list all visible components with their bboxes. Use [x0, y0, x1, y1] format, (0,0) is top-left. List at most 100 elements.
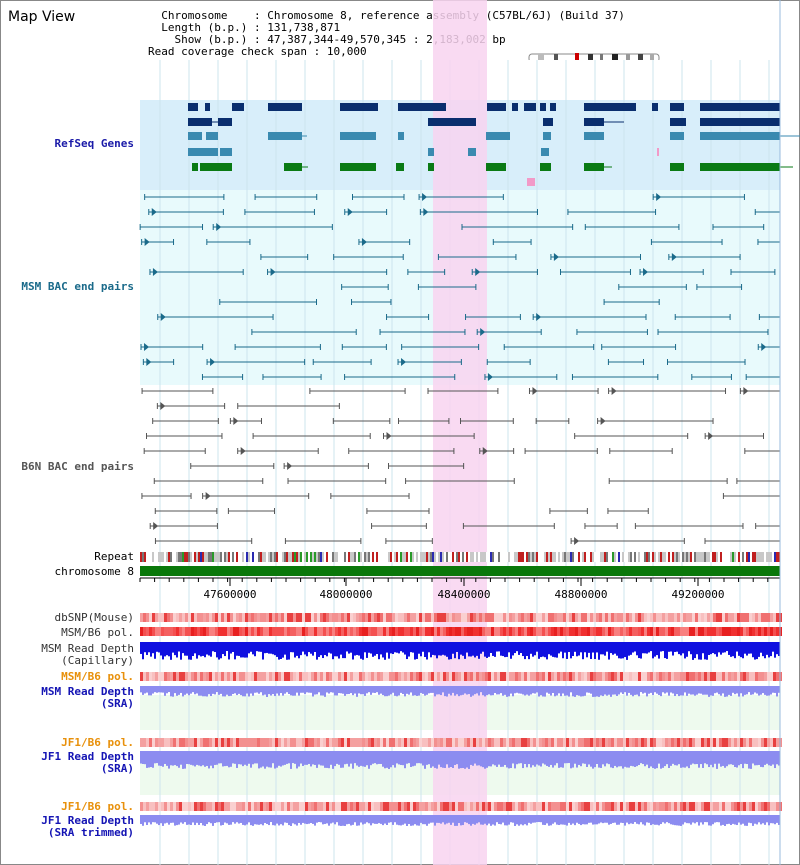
- jf1-pol-cell: [698, 738, 701, 747]
- jf1-trim-depth-bar: [624, 815, 626, 826]
- dbsnp-cell: [182, 613, 185, 622]
- jf1-sra-depth-bar: [568, 751, 570, 764]
- label-msm-b6-pol: MSM/B6 pol.: [61, 626, 134, 639]
- jf1-trim-depth-bar: [148, 815, 150, 823]
- jf1-trim-depth-bar: [492, 815, 494, 825]
- jf1-pol-cell: [443, 738, 446, 747]
- jf1-sra-depth-bar: [192, 751, 194, 766]
- jf1-pol-cell: [437, 738, 440, 747]
- jf1-trim-depth-bar: [184, 815, 186, 823]
- b6n-bac-pairs[interactable]: [141, 387, 781, 545]
- msm-cap-depth-bar: [436, 642, 438, 659]
- msm-cap-depth-bar: [208, 642, 210, 656]
- msm-sra-depth-bar: [464, 686, 466, 694]
- msm-sra-pol-cell: [332, 672, 335, 681]
- msm-sra-depth-bar: [616, 686, 618, 696]
- jf1-trim-depth-bar: [370, 815, 372, 826]
- msm-cap-depth-bar: [602, 642, 604, 655]
- repeat-block: [310, 552, 312, 562]
- msm-bac-pairs[interactable]: [139, 193, 781, 381]
- dbsnp-cell: [593, 613, 596, 622]
- msm-sra-depth-bar: [288, 686, 290, 694]
- jf1-trim-depth-bar: [156, 815, 158, 824]
- jf1-trim-pol-cell: [251, 802, 254, 811]
- msm-sra-depth-bar: [224, 686, 226, 697]
- jf1-trim-pol-cell: [602, 802, 605, 811]
- msm-sra-depth-bar: [486, 686, 488, 696]
- msm-cap-depth-bar: [344, 642, 346, 659]
- msm-cap-depth-bar: [348, 642, 350, 654]
- dbsnp-cell: [323, 613, 326, 622]
- jf1-pol-cell: [191, 738, 194, 747]
- jf1-trim-depth-bar: [506, 815, 508, 826]
- msm-sra-pol-cell: [371, 672, 374, 681]
- msm-sra-pol-cell: [545, 672, 548, 681]
- jf1-sra-depth-bar: [256, 751, 258, 764]
- jf1-pol-cell: [467, 738, 470, 747]
- msm-sra-depth-bar: [484, 686, 486, 697]
- jf1-trim-pol-cell: [434, 802, 437, 811]
- jf1-trim-pol-cell: [482, 802, 485, 811]
- msm-sra-depth-bar: [630, 686, 632, 695]
- msm-sra-pol-cell: [242, 672, 245, 681]
- msm-sra-depth-bar: [756, 686, 758, 694]
- dbsnp-cell: [239, 613, 242, 622]
- msm-pol-cell: [209, 627, 212, 636]
- repeat-block: [338, 552, 340, 562]
- msm-cap-depth-bar: [634, 642, 636, 652]
- msm-sra-pol-cell: [524, 672, 527, 681]
- msm-pol-cell: [257, 627, 260, 636]
- repeat-block: [414, 552, 416, 562]
- msm-sra-pol-cell: [233, 672, 236, 681]
- jf1-trim-depth-bar: [664, 815, 666, 824]
- label-refseq: RefSeq Genes: [54, 137, 134, 150]
- msm-pol-cell: [275, 627, 278, 636]
- msm-sra-depth-bar: [540, 686, 542, 696]
- jf1-sra-depth-bar: [260, 751, 262, 768]
- jf1-trim-pol-cell: [653, 802, 656, 811]
- jf1-sra-depth-bar: [174, 751, 176, 766]
- msm-pol-cell: [749, 627, 752, 636]
- jf1-sra-depth-bar: [368, 751, 370, 769]
- jf1-pol-cell: [413, 738, 416, 747]
- jf1-pol-cell: [173, 738, 176, 747]
- msm-sra-pol-cell: [479, 672, 482, 681]
- dbsnp-cell: [767, 613, 770, 622]
- msm-pol-cell: [761, 627, 764, 636]
- jf1-trim-depth-bar: [580, 815, 582, 826]
- jf1-trim-depth-bar: [334, 815, 336, 825]
- msm-pol-cell: [473, 627, 476, 636]
- msm-sra-depth-bar: [764, 686, 766, 695]
- repeat-block: [494, 552, 496, 562]
- msm-cap-depth-bar: [308, 642, 310, 653]
- msm-cap-depth-bar: [174, 642, 176, 656]
- msm-pol-cell: [710, 627, 713, 636]
- jf1-pol-cell: [725, 738, 728, 747]
- jf1-trim-pol-cell: [494, 802, 497, 811]
- jf1-trim-depth-bar: [638, 815, 640, 825]
- dbsnp-cell: [227, 613, 230, 622]
- msm-cap-depth-bar: [318, 642, 320, 657]
- msm-cap-depth-bar: [384, 642, 386, 660]
- jf1-pol-cell: [509, 738, 512, 747]
- jf1-trim-depth-bar: [206, 815, 208, 825]
- jf1-sra-depth-bar: [398, 751, 400, 765]
- msm-sra-depth-bar: [628, 686, 630, 693]
- jf1-sra-depth-bar: [656, 751, 658, 769]
- refseq-genes[interactable]: [188, 103, 800, 186]
- msm-sra-depth-bar: [608, 686, 610, 695]
- msm-pol-cell: [152, 627, 155, 636]
- dbsnp-cell: [551, 613, 554, 622]
- jf1-trim-pol-cell: [470, 802, 473, 811]
- msm-cap-depth-bar: [396, 642, 398, 653]
- repeat-block: [206, 552, 208, 562]
- dbsnp-cell: [152, 613, 155, 622]
- jf1-pol-cell: [626, 738, 629, 747]
- msm-pol-cell: [347, 627, 350, 636]
- repeat-block: [560, 552, 562, 562]
- msm-sra-depth-bar: [512, 686, 514, 697]
- jf1-pol-cell: [263, 738, 266, 747]
- gene-exon: [512, 103, 518, 111]
- dbsnp-cell: [689, 613, 692, 622]
